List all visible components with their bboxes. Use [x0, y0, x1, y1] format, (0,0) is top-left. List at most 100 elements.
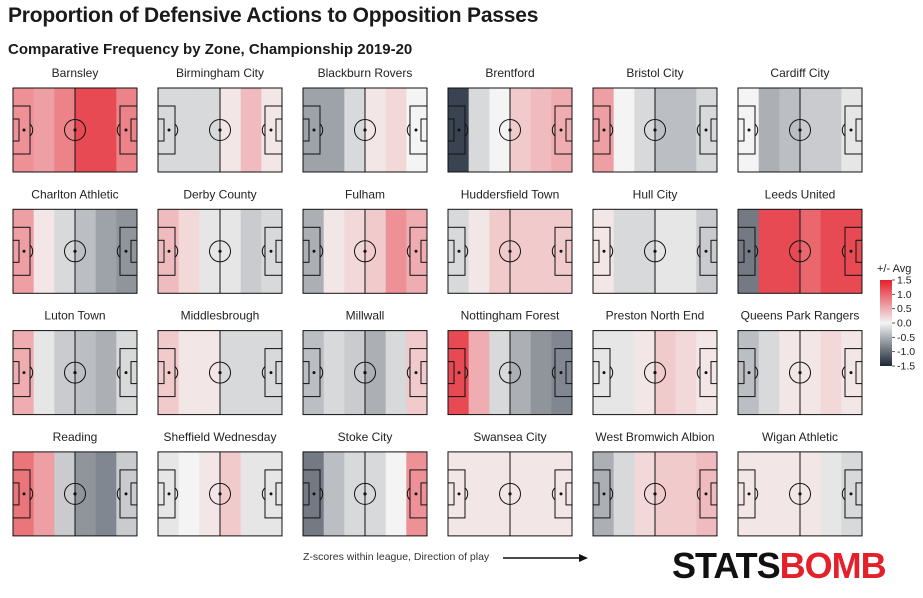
six-yard-box-left	[12, 239, 20, 263]
centre-spot	[363, 128, 367, 132]
zone-cell	[613, 88, 635, 172]
zone-cell	[323, 451, 345, 536]
team-label: Barnsley	[52, 66, 99, 80]
penalty-spot-right	[849, 492, 853, 496]
pitch-panel: Derby County	[157, 187, 283, 294]
six-yard-box-left	[592, 239, 600, 263]
pitch-panel: Fulham	[302, 187, 428, 294]
zone-cell	[468, 209, 490, 294]
pitch-panel: Stoke City	[302, 430, 428, 537]
centre-spot	[653, 249, 657, 253]
zone-cell	[95, 88, 117, 172]
team-label: Preston North End	[606, 309, 705, 323]
team-label: Queens Park Rangers	[741, 309, 860, 323]
penalty-spot-right	[269, 371, 273, 375]
penalty-arc-right	[841, 244, 846, 258]
six-yard-box-right	[275, 361, 283, 385]
centre-circle	[354, 482, 376, 505]
penalty-spot-left	[312, 128, 316, 132]
penalty-spot-right	[414, 249, 418, 253]
penalty-arc-left	[609, 244, 614, 258]
six-yard-box-left	[12, 118, 20, 142]
penalty-arc-right	[696, 366, 701, 379]
penalty-spot-left	[457, 249, 461, 253]
penalty-spot-right	[849, 128, 853, 132]
pitch-panel: Cardiff City	[737, 66, 863, 173]
penalty-spot-left	[167, 492, 171, 496]
penalty-spot-left	[22, 249, 26, 253]
legend-tick-label: 1.0	[897, 289, 912, 301]
centre-circle	[354, 240, 376, 263]
centre-circle	[499, 240, 521, 263]
zone-cell	[820, 209, 842, 294]
legend-tick-label: -1.0	[897, 346, 915, 358]
penalty-spot-right	[559, 128, 563, 132]
centre-spot	[798, 492, 802, 496]
logo-part-stats: STATS	[672, 545, 781, 586]
six-yard-box-left	[447, 239, 455, 263]
penalty-arc-left	[464, 123, 469, 137]
penalty-arc-left	[464, 366, 469, 379]
zone-cell	[385, 88, 407, 172]
penalty-spot-left	[22, 492, 26, 496]
legend-tick-label: -1.5	[897, 361, 915, 373]
penalty-spot-right	[124, 128, 128, 132]
centre-circle	[644, 240, 666, 263]
pitch-panel: Bristol City	[592, 66, 718, 173]
penalty-spot-right	[414, 128, 418, 132]
zone-cell	[758, 88, 780, 172]
six-yard-box-left	[447, 361, 455, 385]
zone-cell	[758, 451, 780, 536]
zone-cell	[675, 451, 697, 536]
pitch-panel: Huddersfield Town	[447, 187, 573, 294]
penalty-spot-right	[269, 492, 273, 496]
centre-spot	[218, 492, 222, 496]
six-yard-box-right	[275, 239, 283, 263]
pitch-panel: Brentford	[447, 66, 573, 173]
footnote-direction-of-play: Z-scores within league, Direction of pla…	[303, 551, 490, 563]
centre-circle	[64, 240, 86, 263]
penalty-spot-right	[704, 249, 708, 253]
penalty-spot-right	[559, 371, 563, 375]
penalty-spot-left	[457, 492, 461, 496]
centre-spot	[508, 371, 512, 375]
team-label: Swansea City	[473, 430, 546, 444]
penalty-arc-right	[261, 123, 266, 137]
zone-cell	[675, 88, 697, 172]
pitch-panel: Leeds United	[737, 187, 863, 294]
pitch-panel: Birmingham City	[157, 66, 283, 173]
six-yard-box-right	[565, 482, 573, 506]
six-yard-box-right	[130, 482, 138, 506]
penalty-arc-left	[174, 244, 179, 258]
penalty-arc-left	[29, 123, 34, 137]
six-yard-box-right	[130, 118, 138, 142]
penalty-arc-right	[116, 366, 121, 379]
team-label: Bristol City	[626, 66, 683, 80]
six-yard-box-left	[302, 361, 310, 385]
penalty-spot-right	[704, 371, 708, 375]
six-yard-box-left	[12, 361, 20, 385]
pitch-panel: Sheffield Wednesday	[157, 430, 283, 537]
six-yard-box-left	[157, 239, 165, 263]
penalty-arc-right	[551, 123, 556, 137]
chart-title: Proportion of Defensive Actions to Oppos…	[8, 4, 539, 27]
zone-cell	[530, 209, 552, 294]
zone-cell	[95, 209, 117, 294]
penalty-arc-left	[609, 123, 614, 137]
centre-circle	[499, 361, 521, 384]
team-label: Birmingham City	[176, 66, 264, 80]
team-label: Sheffield Wednesday	[164, 430, 277, 444]
zone-cell	[33, 88, 55, 172]
centre-circle	[789, 361, 811, 384]
zone-cell	[385, 209, 407, 294]
zone-cell	[468, 330, 490, 415]
zone-cell	[820, 451, 842, 536]
centre-spot	[218, 249, 222, 253]
centre-spot	[653, 128, 657, 132]
six-yard-box-right	[565, 239, 573, 263]
logo-part-bomb: BOMB	[779, 545, 887, 586]
centre-circle	[64, 482, 86, 505]
penalty-arc-left	[754, 366, 759, 379]
centre-circle	[644, 119, 666, 141]
penalty-spot-left	[602, 128, 606, 132]
